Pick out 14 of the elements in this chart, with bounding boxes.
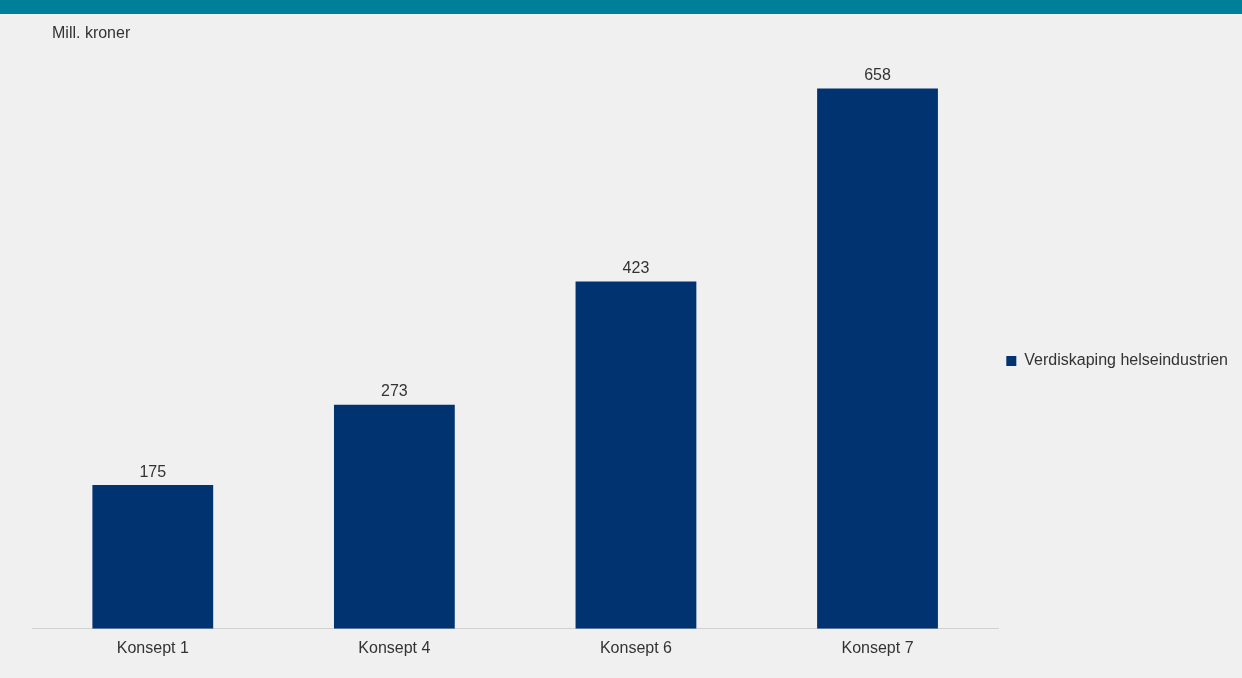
legend-label: Verdiskaping helseindustrien bbox=[1024, 351, 1228, 369]
bar bbox=[92, 485, 214, 629]
bar bbox=[333, 404, 455, 629]
x-tick-label: Konsept 6 bbox=[599, 638, 673, 656]
x-tick-label: Konsept 1 bbox=[116, 638, 189, 656]
data-label: 658 bbox=[864, 65, 891, 83]
data-label: 423 bbox=[622, 258, 650, 276]
x-tick-label: Konsept 4 bbox=[358, 638, 431, 656]
bar bbox=[817, 88, 938, 629]
x-tick-label: Konsept 7 bbox=[841, 638, 914, 656]
bar bbox=[575, 281, 697, 629]
data-label: 175 bbox=[139, 462, 167, 480]
y-axis-title: Mill. kroner bbox=[52, 24, 131, 42]
data-label: 273 bbox=[381, 382, 408, 400]
